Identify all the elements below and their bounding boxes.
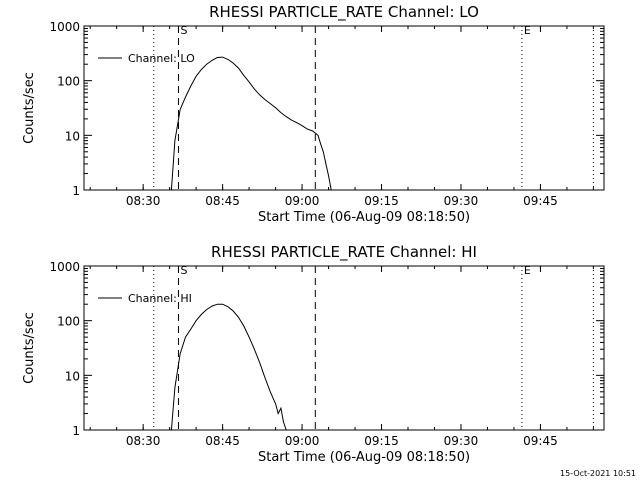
x-tick-label: 08:30: [126, 434, 161, 448]
legend-label: Channel: HI: [128, 292, 192, 305]
x-tick-label: 09:00: [285, 434, 320, 448]
y-tick-label: 10: [65, 129, 80, 143]
y-tick-label: 100: [57, 315, 80, 329]
y-axis-label: Counts/sec: [22, 72, 37, 144]
series-line: [170, 303, 287, 431]
footer-timestamp: 15-Oct-2021 10:51: [560, 469, 636, 478]
marker-label: S: [180, 24, 187, 37]
legend-label: Channel: LO: [128, 52, 195, 65]
marker-label: E: [524, 24, 531, 37]
y-tick-label: 1: [72, 424, 80, 438]
x-tick-label: 08:45: [205, 194, 240, 208]
y-tick-label: 1000: [49, 20, 80, 34]
x-tick-label: 09:00: [285, 194, 320, 208]
y-axis-label: Counts/sec: [22, 312, 37, 384]
marker-label: S: [180, 264, 187, 277]
x-axis-label: Start Time (06-Aug-09 08:18:50): [258, 450, 470, 465]
plot-frame: [83, 265, 605, 431]
plot-frame: [83, 25, 605, 191]
x-tick-label: 09:45: [523, 194, 558, 208]
x-tick-label: 09:45: [523, 434, 558, 448]
y-tick-label: 10: [65, 369, 80, 383]
x-tick-label: 09:30: [444, 194, 479, 208]
series-line: [170, 56, 332, 191]
x-tick-label: 08:45: [205, 434, 240, 448]
chart-title: RHESSI PARTICLE_RATE Channel: HI: [211, 243, 477, 262]
chart-title: RHESSI PARTICLE_RATE Channel: LO: [209, 3, 479, 22]
x-axis-label: Start Time (06-Aug-09 08:18:50): [258, 210, 470, 225]
y-tick-label: 1: [72, 184, 80, 198]
x-tick-label: 09:30: [444, 434, 479, 448]
panel-lo: RHESSI PARTICLE_RATE Channel: LO 08:30 08:…: [22, 3, 605, 225]
y-tick-label: 1000: [49, 260, 80, 274]
panel-hi: RHESSI PARTICLE_RATE Channel: HI 08:30 08:…: [22, 243, 605, 465]
x-tick-label: 09:15: [364, 434, 399, 448]
y-tick-label: 100: [57, 75, 80, 89]
x-tick-label: 09:15: [364, 194, 399, 208]
x-tick-label: 08:30: [126, 194, 161, 208]
marker-label: E: [524, 264, 531, 277]
